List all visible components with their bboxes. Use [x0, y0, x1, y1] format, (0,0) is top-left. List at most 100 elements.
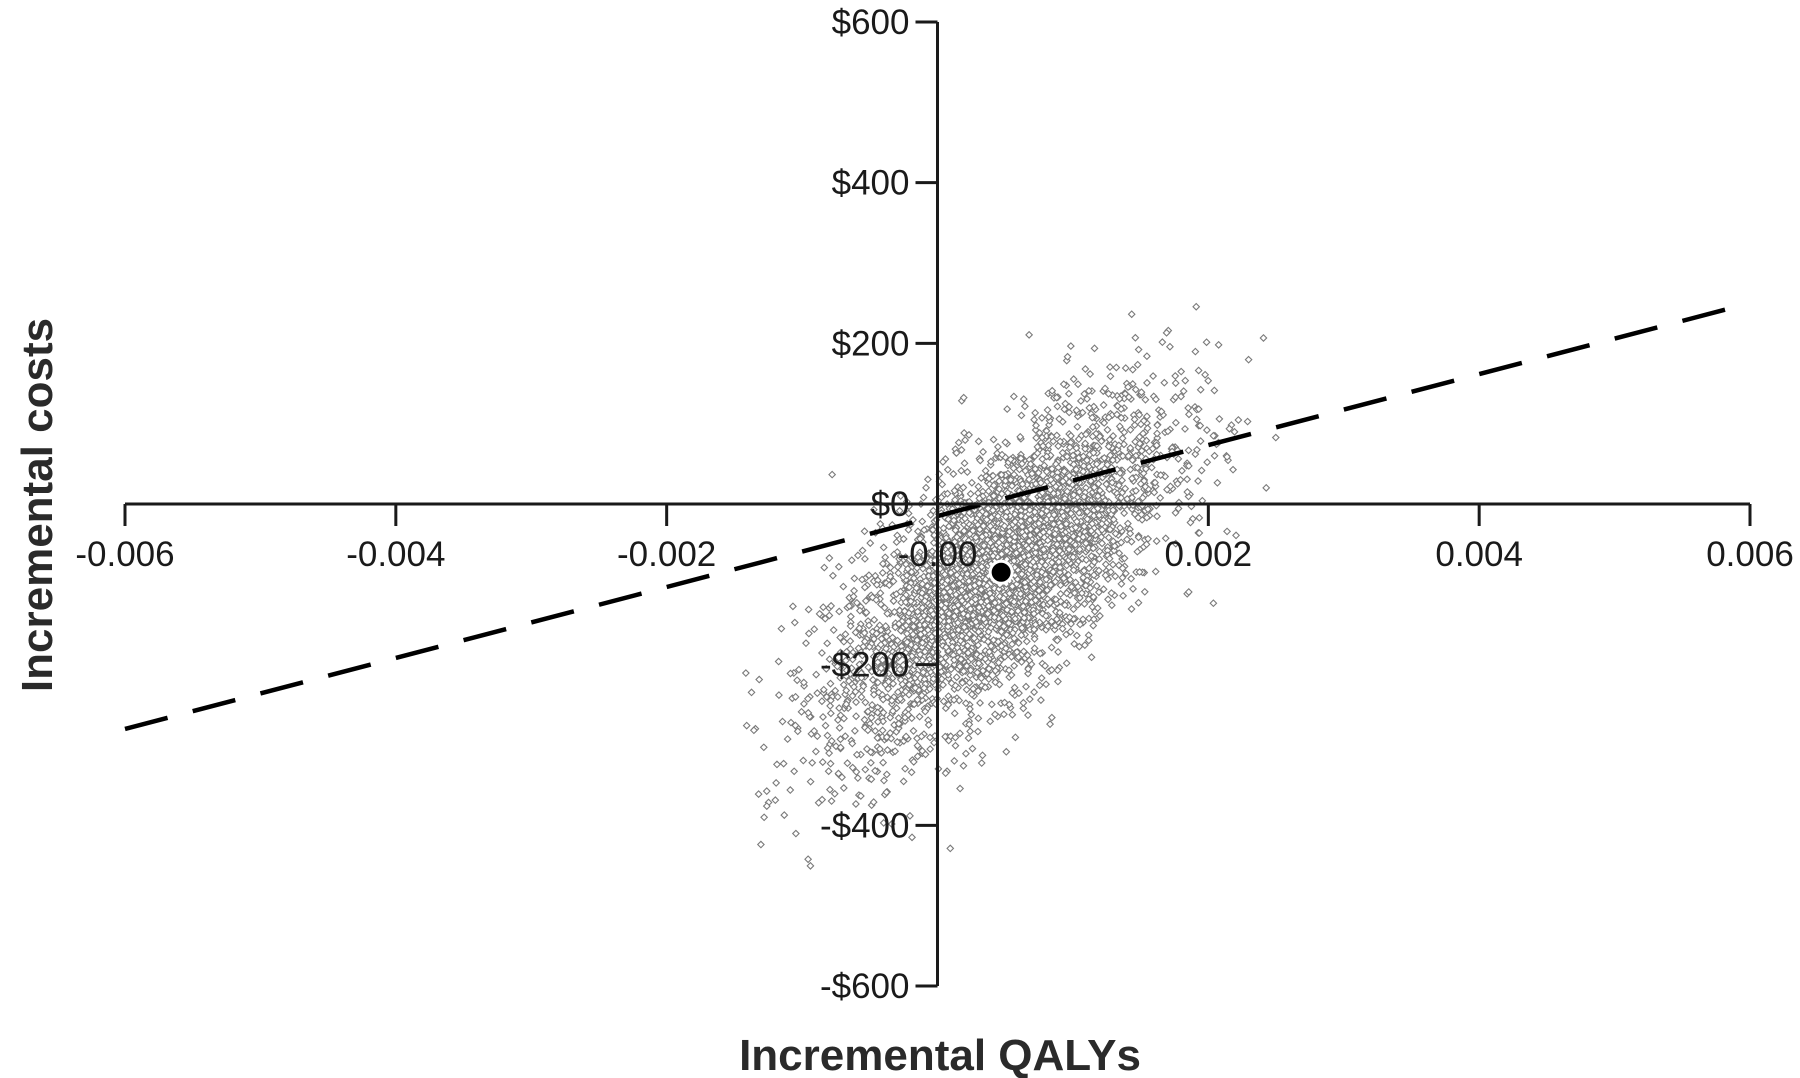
scatter-point	[1107, 589, 1116, 598]
scatter-point	[873, 733, 882, 742]
scatter-point	[1026, 460, 1035, 469]
scatter-point	[1109, 537, 1118, 546]
scatter-point	[1053, 540, 1062, 549]
scatter-point	[799, 699, 808, 708]
scatter-point	[907, 768, 916, 777]
scatter-point	[1099, 401, 1108, 410]
scatter-point	[1018, 480, 1027, 489]
scatter-point	[1081, 430, 1090, 439]
scatter-point	[986, 457, 995, 466]
scatter-point	[1210, 386, 1219, 395]
scatter-point	[848, 739, 857, 748]
scatter-point	[983, 609, 992, 618]
scatter-point	[1153, 429, 1162, 438]
scatter-point	[1194, 477, 1203, 486]
scatter-point	[1020, 578, 1029, 587]
scatter-point	[1000, 652, 1009, 661]
scatter-point	[1017, 511, 1026, 520]
scatter-point	[802, 639, 810, 648]
scatter-point	[836, 673, 845, 682]
scatter-point	[786, 718, 795, 727]
scatter-point	[1149, 372, 1158, 381]
scatter-point	[1171, 418, 1180, 427]
scatter-point	[1008, 582, 1017, 591]
scatter-point	[1243, 417, 1252, 426]
scatter-point	[896, 626, 905, 635]
y-tick-label: -$400	[820, 806, 910, 845]
scatter-point	[1100, 454, 1109, 462]
x-tick-label: -0.002	[617, 535, 716, 574]
scatter-point	[1079, 533, 1088, 542]
scatter-point	[1031, 548, 1040, 557]
scatter-point	[882, 733, 891, 742]
scatter-point	[1010, 510, 1019, 519]
scatter-point	[937, 557, 946, 566]
scatter-point	[909, 726, 918, 735]
scatter-point	[1000, 522, 1009, 531]
scatter-point	[1020, 402, 1029, 411]
scatter-point	[1039, 545, 1048, 554]
scatter-point	[1055, 546, 1064, 555]
scatter-point	[1081, 439, 1090, 448]
scatter-point	[1000, 503, 1009, 512]
scatter-point	[786, 786, 795, 794]
scatter-point	[841, 732, 850, 741]
scatter-point	[938, 457, 947, 466]
scatter-point	[1040, 551, 1049, 560]
scatter-point	[839, 784, 848, 792]
scatter-point	[1140, 587, 1149, 596]
scatter-point	[1156, 471, 1165, 480]
scatter-point	[1062, 519, 1071, 528]
scatter-point	[842, 686, 851, 695]
scatter-point	[1128, 456, 1137, 465]
scatter-point	[1195, 513, 1204, 522]
scatter-point	[929, 538, 938, 547]
scatter-point	[1171, 371, 1180, 380]
x-tick-label: 0.004	[1435, 535, 1523, 574]
scatter-point	[1090, 558, 1099, 566]
scatter-point	[836, 633, 845, 642]
scatter-point	[1010, 532, 1019, 541]
scatter-point	[957, 445, 966, 454]
scatter-point	[1055, 568, 1064, 577]
scatter-point	[1010, 683, 1019, 692]
scatter-point	[1214, 340, 1223, 349]
y-tick-label: $0	[871, 485, 910, 524]
scatter-point	[1071, 523, 1080, 532]
scatter-point	[1069, 460, 1078, 469]
scatter-point	[937, 675, 946, 684]
scatter-point	[994, 538, 1003, 547]
scatter-point	[1087, 653, 1096, 662]
scatter-point	[995, 477, 1004, 486]
scatter-point	[1204, 376, 1213, 385]
scatter-point	[1116, 523, 1125, 532]
scatter-point	[990, 613, 999, 622]
scatter-point	[1098, 539, 1107, 548]
scatter-point	[905, 583, 914, 592]
scatter-point	[978, 532, 987, 541]
scatter-point	[1029, 557, 1038, 566]
scatter-point	[1000, 698, 1009, 707]
scatter-point	[878, 656, 887, 664]
scatter-point	[995, 485, 1004, 494]
scatter-point	[749, 726, 758, 735]
scatter-point	[876, 519, 885, 528]
scatter-point	[1007, 652, 1016, 661]
scatter-point	[1060, 494, 1069, 503]
scatter-point	[989, 435, 998, 444]
scatter-point	[855, 624, 864, 633]
scatter-point	[974, 627, 983, 636]
scatter-point	[985, 647, 994, 656]
scatter-point	[1021, 597, 1030, 606]
scatter-point	[975, 510, 984, 519]
scatter-point	[947, 665, 956, 674]
scatter-point	[991, 710, 1000, 719]
scatter-point	[834, 562, 843, 571]
scatter-point	[1244, 355, 1253, 364]
scatter-point	[909, 622, 918, 631]
scatter-point	[980, 635, 989, 644]
scatter-point	[889, 550, 898, 559]
scatter-point	[1019, 698, 1028, 707]
scatter-point	[1026, 592, 1035, 601]
scatter-point	[950, 709, 959, 718]
